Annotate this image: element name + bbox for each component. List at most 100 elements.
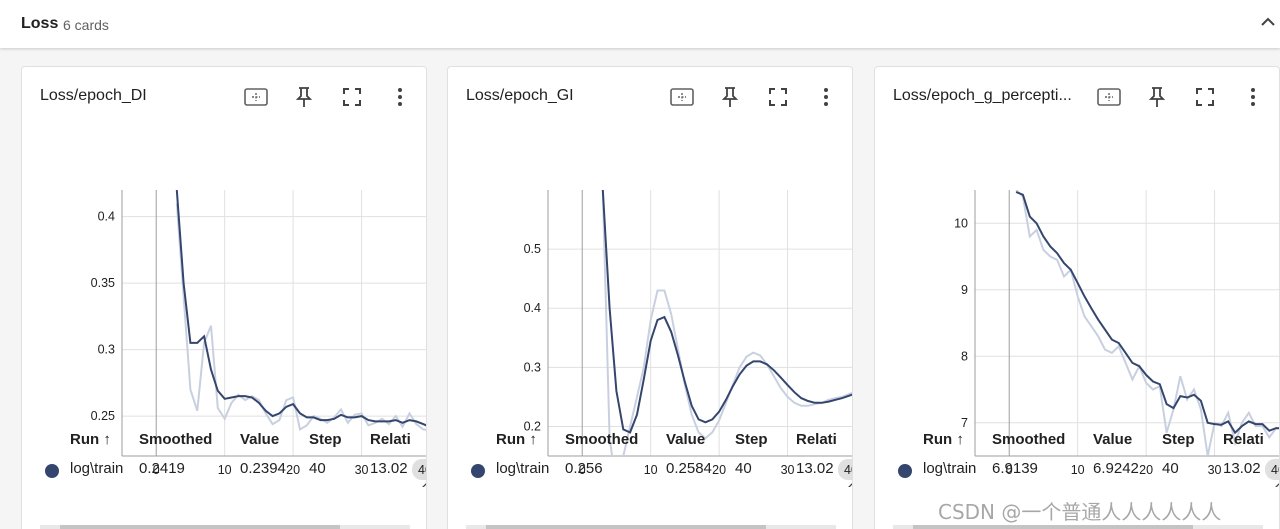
x-tick-label: 10 (644, 463, 658, 477)
x-tick-label: 30 (781, 463, 795, 477)
fit-domain-button[interactable] (242, 83, 270, 111)
horizontal-scrollbar[interactable] (893, 525, 1263, 529)
smoothed-series-line (601, 190, 852, 434)
y-tick-label: 0.5 (524, 242, 541, 256)
smoothed-series-line (175, 190, 426, 427)
more-vert-icon (398, 88, 402, 106)
y-tick-label: 0.2 (524, 419, 541, 433)
col-relative: Relati (796, 431, 837, 448)
fullscreen-button[interactable] (338, 83, 366, 111)
line-chart[interactable]: 78910010203040× (875, 67, 1280, 487)
col-run[interactable]: Run ↑ (923, 431, 964, 448)
cell-step: 40 (309, 460, 326, 477)
col-smoothed: Smoothed (565, 431, 639, 448)
x-tick-label: 0 (579, 463, 586, 477)
more-vert-icon (824, 88, 828, 106)
col-relative: Relati (1223, 431, 1264, 448)
y-tick-label: 0.25 (91, 409, 115, 423)
fit-domain-button[interactable] (1095, 83, 1123, 111)
step-badge (1265, 459, 1279, 480)
scrollbar-thumb[interactable] (913, 525, 1193, 529)
more-vert-button[interactable] (812, 83, 840, 111)
cell-relative: 13.02 (796, 460, 834, 477)
x-tick-label: 20 (712, 463, 726, 477)
more-vert-button[interactable] (386, 83, 414, 111)
y-tick-label: 8 (961, 349, 968, 363)
x-tick-label: 20 (286, 463, 300, 477)
step-badge-label: 40 (844, 463, 853, 477)
smoothed-series-line (1015, 191, 1279, 435)
cell-value: 0.2394 (240, 460, 286, 477)
y-tick-label: 0.4 (524, 301, 541, 315)
cell-run: log\train (923, 460, 977, 477)
col-step: Step (309, 431, 342, 448)
fit-domain-icon (670, 88, 694, 106)
col-value: Value (1093, 431, 1133, 448)
pin-button[interactable] (716, 83, 744, 111)
resize-handle-icon (848, 483, 852, 487)
x-tick-label: 30 (1208, 463, 1222, 477)
y-tick-label: 0.4 (98, 210, 115, 224)
col-relative: Relati (370, 431, 411, 448)
y-tick-label: 0.3 (524, 360, 541, 374)
horizontal-scrollbar[interactable] (40, 525, 410, 529)
pin-button[interactable] (1143, 83, 1171, 111)
run-color-dot (45, 464, 59, 478)
fit-domain-button[interactable] (668, 83, 696, 111)
fullscreen-button[interactable] (1191, 83, 1219, 111)
fit-domain-icon (244, 88, 268, 106)
scrollbar-thumb[interactable] (60, 525, 340, 529)
step-badge (838, 459, 852, 480)
cell-smoothed: 6.9139 (992, 460, 1038, 477)
x-tick-label: 10 (218, 463, 232, 477)
fit-domain-icon (1097, 88, 1121, 106)
scrollbar-thumb[interactable] (486, 525, 766, 529)
col-run[interactable]: Run ↑ (496, 431, 537, 448)
cell-value: 6.9242 (1093, 460, 1139, 477)
horizontal-scrollbar[interactable] (466, 525, 836, 529)
x-tick-label: 0 (1006, 463, 1013, 477)
fullscreen-button[interactable] (764, 83, 792, 111)
x-tick-label: 10 (1071, 463, 1085, 477)
group-header: Loss 6 cards (0, 0, 1280, 48)
chart-card: Loss/epoch_g_percepti... 78910010203040×… (874, 66, 1280, 529)
col-smoothed: Smoothed (139, 431, 213, 448)
fullscreen-icon (769, 88, 787, 106)
raw-series-line (1015, 190, 1279, 456)
more-vert-button[interactable] (1239, 83, 1267, 111)
cell-run: log\train (70, 460, 124, 477)
cell-relative: 13.02 (370, 460, 408, 477)
step-badge-label: 40 (418, 463, 427, 477)
watermark: CSDN @一个普通人人人人人人 (938, 500, 1222, 524)
col-value: Value (666, 431, 706, 448)
chart-card: Loss/epoch_GI 0.20.30.40.5010203040× Run… (447, 66, 853, 529)
y-tick-label: 7 (961, 416, 968, 430)
cell-relative: 13.02 (1223, 460, 1261, 477)
line-chart[interactable]: 0.20.30.40.5010203040× (448, 67, 853, 487)
chevron-up-icon[interactable] (1258, 12, 1278, 32)
cell-smoothed: 0.256 (565, 460, 603, 477)
resize-handle-icon (422, 483, 426, 487)
x-tick-label: 0 (153, 463, 160, 477)
card-count: 6 cards (63, 17, 109, 33)
cell-run: log\train (496, 460, 550, 477)
pin-button[interactable] (290, 83, 318, 111)
resize-handle-icon (1275, 483, 1279, 487)
cell-smoothed: 0.2419 (139, 460, 185, 477)
line-chart[interactable]: 0.250.30.350.4010203040× (22, 67, 427, 487)
cell-step: 40 (1162, 460, 1179, 477)
col-step: Step (735, 431, 768, 448)
cell-value: 0.2584 (666, 460, 712, 477)
col-step: Step (1162, 431, 1195, 448)
y-tick-label: 10 (954, 216, 968, 230)
run-color-dot (471, 464, 485, 478)
col-run[interactable]: Run ↑ (70, 431, 111, 448)
step-badge-label: 40 (1271, 463, 1280, 477)
x-tick-label: 20 (1139, 463, 1153, 477)
step-badge (412, 459, 426, 480)
raw-series-line (175, 203, 426, 431)
x-tick-label: 30 (355, 463, 369, 477)
fullscreen-icon (1196, 88, 1214, 106)
y-tick-label: 9 (961, 283, 968, 297)
run-color-dot (898, 464, 912, 478)
